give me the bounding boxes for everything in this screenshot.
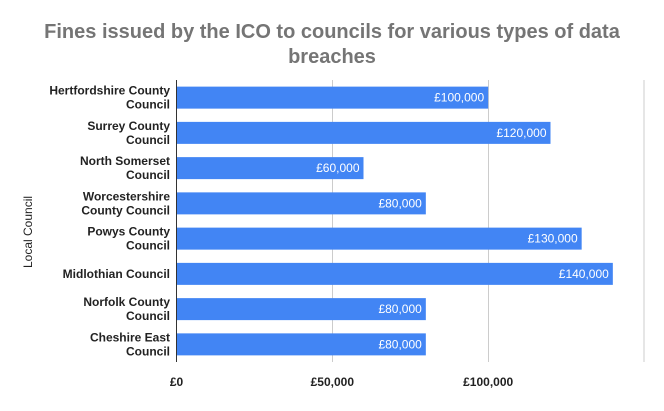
category-label: Council <box>126 344 170 358</box>
bar-value-label: £140,000 <box>559 267 609 281</box>
bar-value-label: £100,000 <box>434 91 484 105</box>
category-label: Council <box>126 309 170 323</box>
bar-value-label: £80,000 <box>378 196 422 210</box>
bar-value-label: £60,000 <box>316 161 360 175</box>
bar <box>176 86 489 109</box>
category-label: Worcestershire <box>83 189 170 203</box>
category-label: North Somerset <box>80 154 170 168</box>
chart-title-line: breaches <box>288 46 376 68</box>
category-label: Surrey County <box>87 119 170 133</box>
category-label: Hertfordshire County <box>49 84 170 98</box>
bar <box>176 262 613 285</box>
bar <box>176 157 364 180</box>
bar <box>176 333 426 356</box>
bar-value-label: £80,000 <box>378 302 422 316</box>
bar <box>176 227 582 250</box>
bar <box>176 298 426 321</box>
bar-value-label: £130,000 <box>528 232 578 246</box>
bar-value-label: £80,000 <box>378 337 422 351</box>
x-tick-label: £50,000 <box>311 375 355 389</box>
category-label: Council <box>126 239 170 253</box>
category-label: Midlothian Council <box>63 267 170 281</box>
chart-title: Fines issued by the ICO to councils for … <box>44 21 621 68</box>
category-label: Council <box>126 98 170 112</box>
y-axis-title: Local Council <box>21 196 35 268</box>
category-label: Powys County <box>87 225 170 239</box>
category-label: Council <box>126 133 170 147</box>
bar-value-label: £120,000 <box>496 126 546 140</box>
category-label: Council <box>126 168 170 182</box>
x-tick-label: £100,000 <box>463 375 513 389</box>
category-label: Norfolk County <box>83 295 170 309</box>
bar <box>176 192 426 215</box>
x-tick-label: £0 <box>170 375 184 389</box>
category-label: Cheshire East <box>90 330 170 344</box>
bars: £100,000 £120,000 £60,000 £80,000 £130,000 £1… <box>176 86 613 356</box>
bar <box>176 121 551 144</box>
x-axis-ticks: £0 £50,000 £100,000 <box>170 375 514 389</box>
category-label: County Council <box>81 203 170 217</box>
chart-title-line: Fines issued by the ICO to councils for … <box>44 21 621 43</box>
